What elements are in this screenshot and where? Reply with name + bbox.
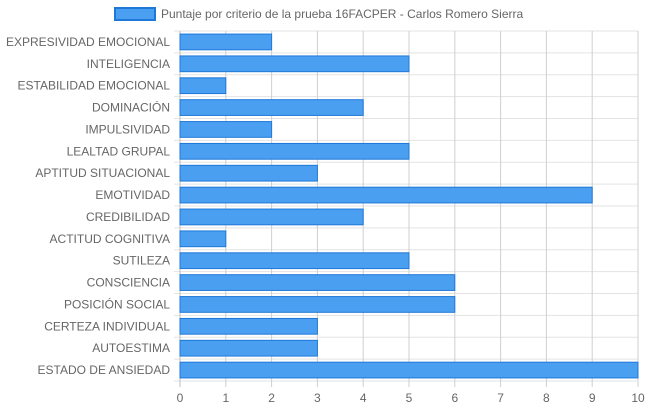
bar-15: [179, 339, 318, 357]
bar-2: [179, 55, 410, 73]
x-tick-label: 1: [222, 391, 229, 405]
bar-7: [179, 164, 318, 182]
bar-11: [179, 252, 410, 270]
x-tick-label: 4: [360, 391, 367, 405]
category-label: SUTILEZA: [113, 254, 170, 268]
bar-5: [179, 121, 273, 138]
bar-1: [179, 33, 273, 51]
legend[interactable]: Puntaje por criterio de la prueba 16FACP…: [114, 7, 523, 21]
category-label: POSICIÓN SOCIAL: [64, 296, 170, 311]
bar-3: [179, 77, 227, 95]
category-label: ACTITUD COGNITIVA: [50, 232, 170, 246]
category-label: CREDIBILIDAD: [86, 210, 170, 224]
category-label: ESTADO DE ANSIEDAD: [38, 363, 171, 377]
bar-13: [179, 296, 456, 313]
bar-8: [179, 186, 593, 204]
bar-9: [179, 208, 364, 226]
x-tick-label: 7: [497, 391, 504, 405]
x-tick-label: 9: [589, 391, 596, 405]
x-axis-tick-labels: 0 1 2 3 4 5 6 7 8 9 10: [177, 391, 645, 405]
x-tick-label: 3: [314, 391, 321, 405]
category-label: IMPULSIVIDAD: [85, 122, 170, 136]
bar-4: [179, 99, 364, 116]
bar-10: [179, 230, 227, 248]
category-label: ESTABILIDAD EMOCIONAL: [18, 79, 171, 93]
category-label: AUTOESTIMA: [92, 341, 170, 355]
x-tick-label: 8: [543, 391, 550, 405]
category-label: EXPRESIVIDAD EMOCIONAL: [6, 35, 170, 49]
category-label: DOMINACIÓN: [92, 100, 170, 115]
x-tick-label: 0: [177, 391, 184, 405]
legend-series-name: Puntaje por criterio de la prueba 16FACP…: [161, 7, 523, 21]
x-tick-label: 6: [451, 391, 458, 405]
legend-swatch: [114, 7, 156, 21]
category-label: INTELIGENCIA: [87, 57, 170, 71]
x-tick-label: 5: [406, 391, 413, 405]
bar-14: [179, 317, 318, 335]
category-label: CONSCIENCIA: [87, 276, 170, 290]
category-label: APTITUD SITUACIONAL: [35, 166, 170, 180]
category-label: CERTEZA INDIVIDUAL: [44, 319, 170, 333]
bars: [179, 33, 639, 379]
category-labels: EXPRESIVIDAD EMOCIONAL INTELIGENCIA ESTABI…: [6, 35, 170, 377]
category-label: EMOTIVIDAD: [95, 188, 170, 202]
bar-12: [179, 274, 456, 291]
x-tick-label: 2: [268, 391, 275, 405]
category-label: LEALTAD GRUPAL: [67, 144, 171, 158]
bar-16: [179, 361, 639, 379]
bar-6: [179, 142, 410, 160]
x-tick-label: 10: [631, 391, 645, 405]
